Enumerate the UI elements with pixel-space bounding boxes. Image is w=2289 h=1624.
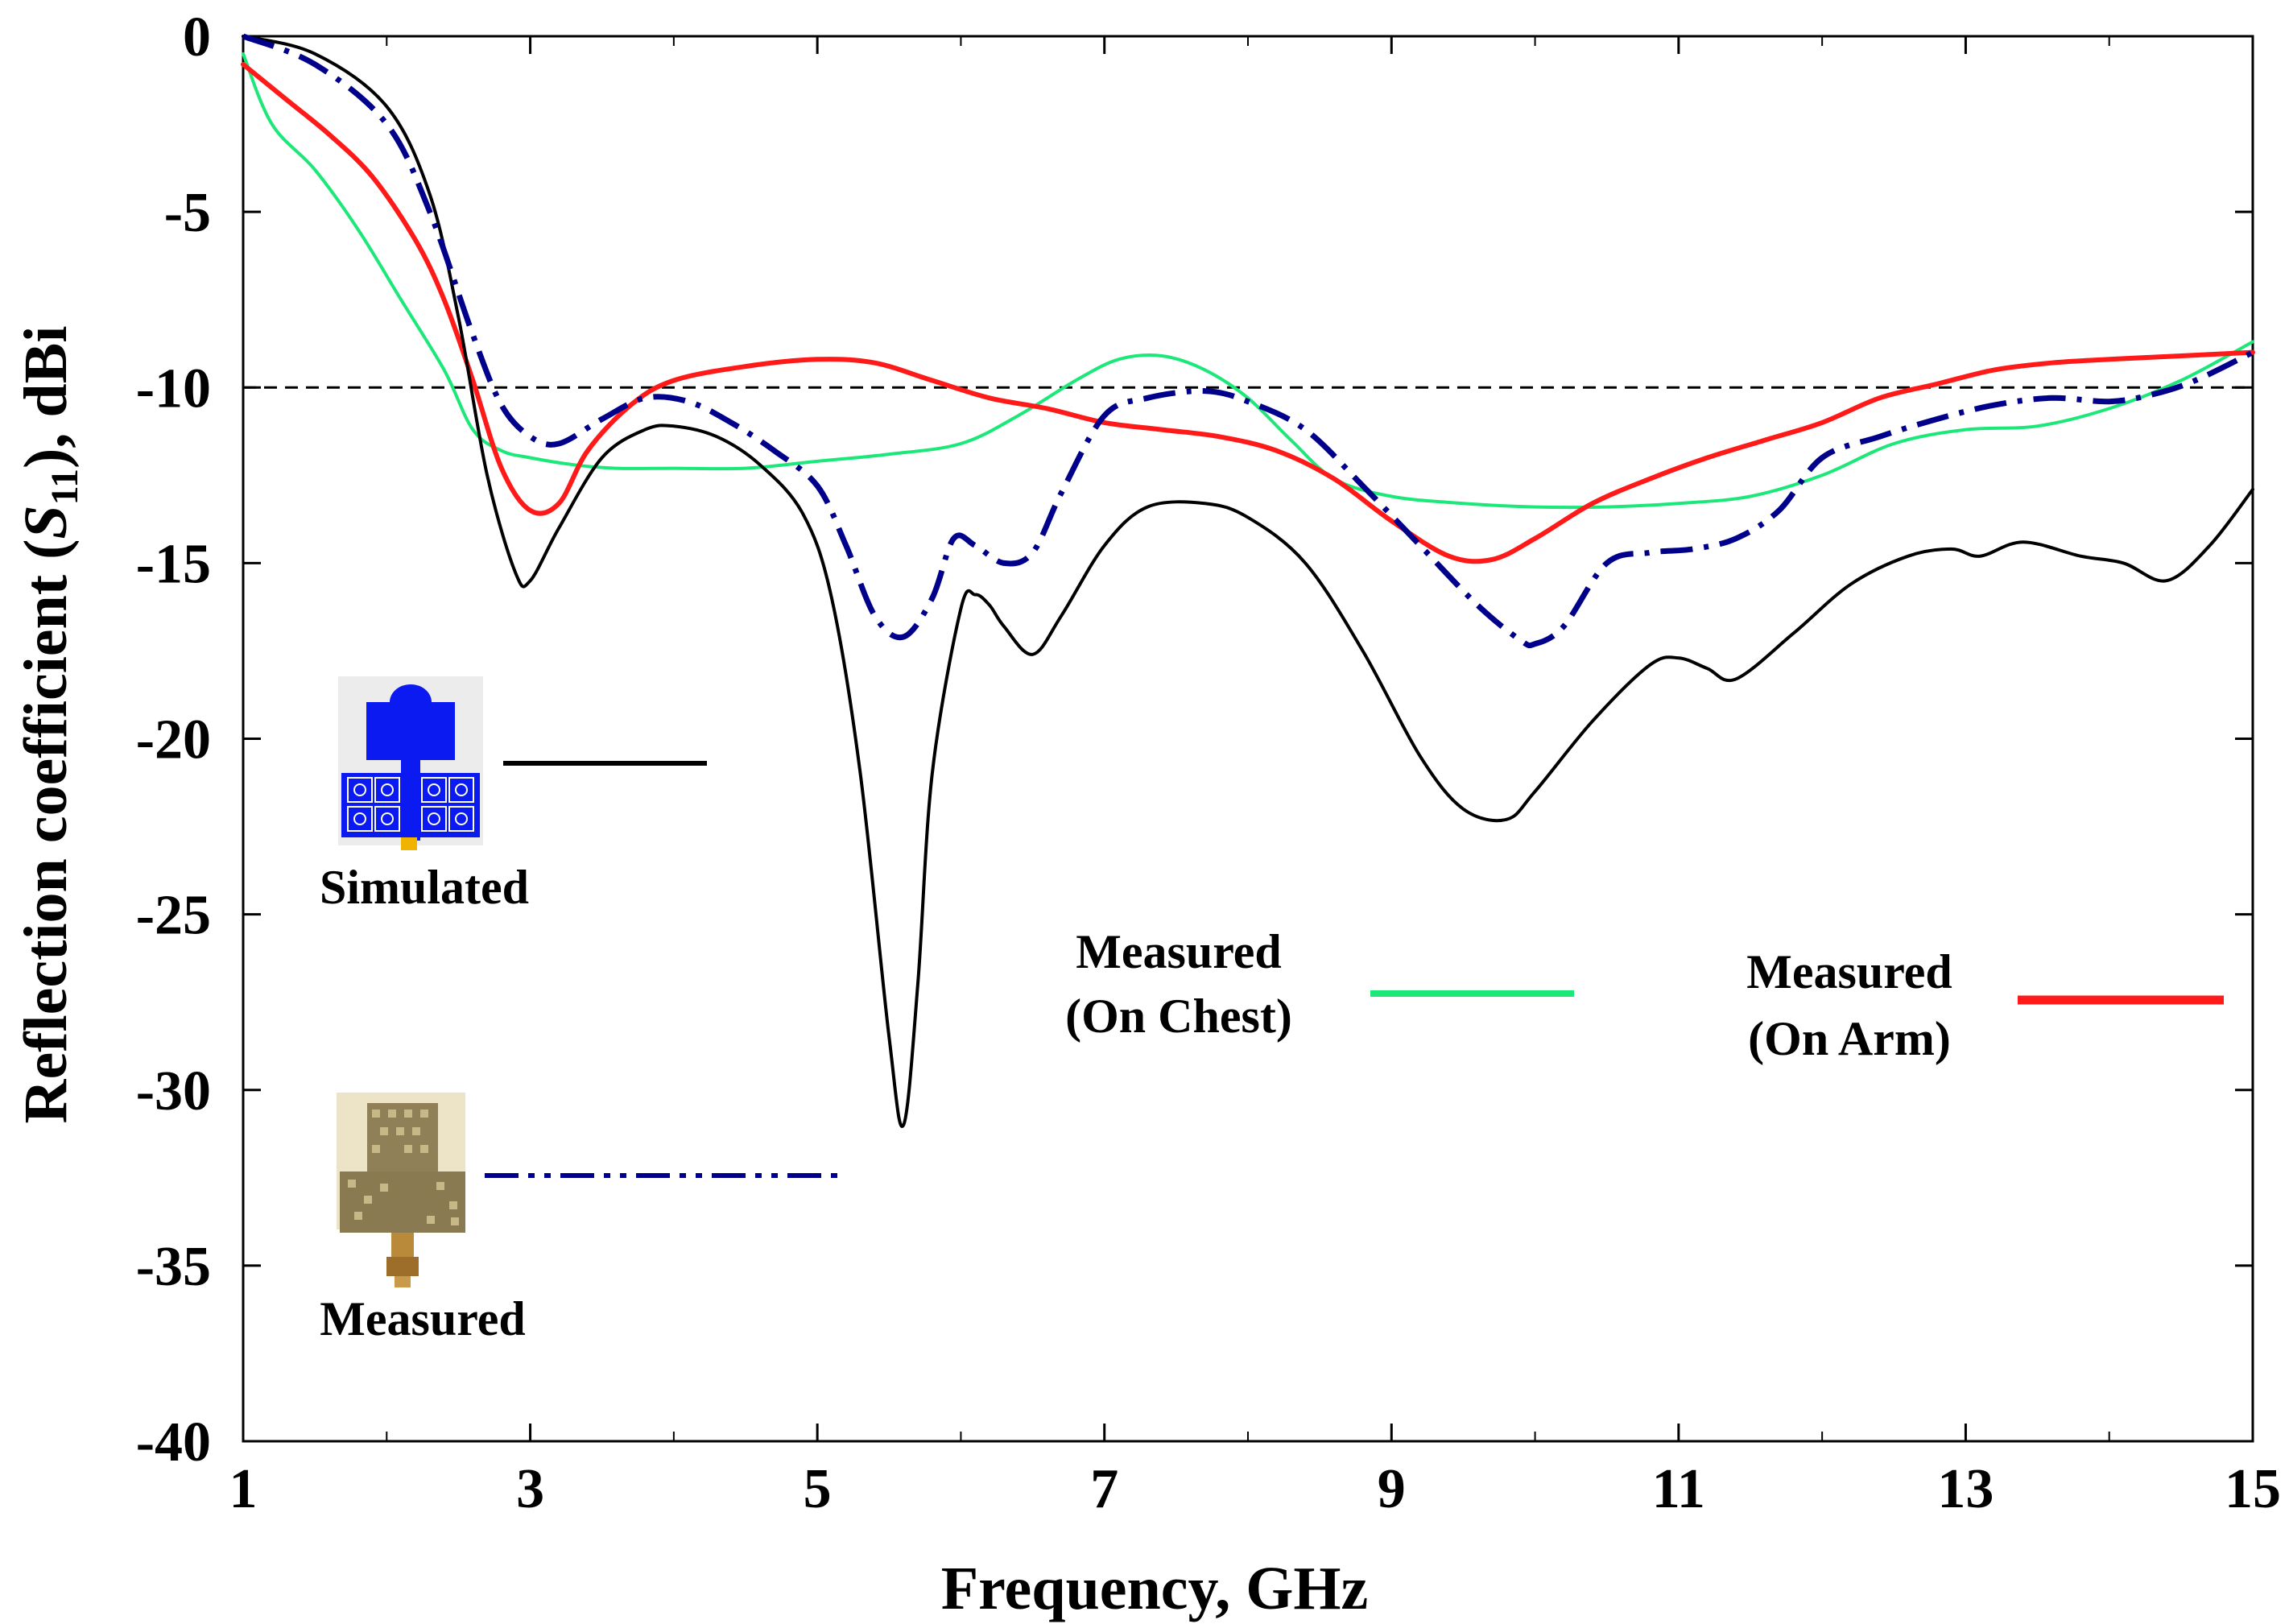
x-axis-title: Frequency, GHz [941,1555,1369,1622]
legend-label-simulated: Simulated [320,861,529,914]
x-tick-label: 7 [1090,1458,1118,1520]
axis-ticks [242,35,2254,1443]
x-tick-label: 15 [2225,1458,2281,1520]
legend-label-measured: Measured [320,1292,526,1345]
x-tick-label: 11 [1652,1458,1705,1520]
axis-tick-labels: 1 3 5 7 9 11 13 150-5-10-15-20-25-30-35-40 [136,6,2281,1520]
x-tick-label: 13 [1937,1458,1994,1520]
legend-label-on-arm-line2: (On Arm) [1748,1012,1951,1065]
y-tick-label: -40 [136,1411,211,1473]
x-tick-label: 5 [804,1458,832,1520]
y-tick-label: -10 [136,357,211,419]
legend-label-on-chest-line2: (On Chest) [1065,990,1292,1043]
legend-label-on-chest-line1: Measured [1076,925,1282,978]
y-tick-label: -30 [136,1060,211,1122]
y-axis-title: Reflection coefficient (S11), dBi [12,326,86,1124]
series-line-measured-on-chest [242,52,2254,510]
y-tick-label: -5 [164,182,211,244]
measured-antenna-photo-icon [337,1093,465,1287]
series-line-measured [242,33,2254,649]
x-tick-label: 3 [516,1458,544,1520]
series-layer [241,33,2255,1128]
y-tick-label: -25 [136,885,211,947]
x-tick-label: 9 [1378,1458,1406,1520]
simulated-antenna-icon [338,676,483,850]
y-tick-label: -20 [136,709,211,771]
y-tick-label: -35 [136,1236,211,1298]
series-line-simulated [242,35,2254,1128]
series-line-measured-on-arm [241,61,2255,564]
y-tick-label: -15 [136,533,211,595]
y-tick-label: 0 [183,6,211,68]
legend-label-on-arm-line1: Measured [1746,945,1952,998]
plot-area-frame [242,35,2254,1443]
x-tick-label: 1 [229,1458,258,1520]
